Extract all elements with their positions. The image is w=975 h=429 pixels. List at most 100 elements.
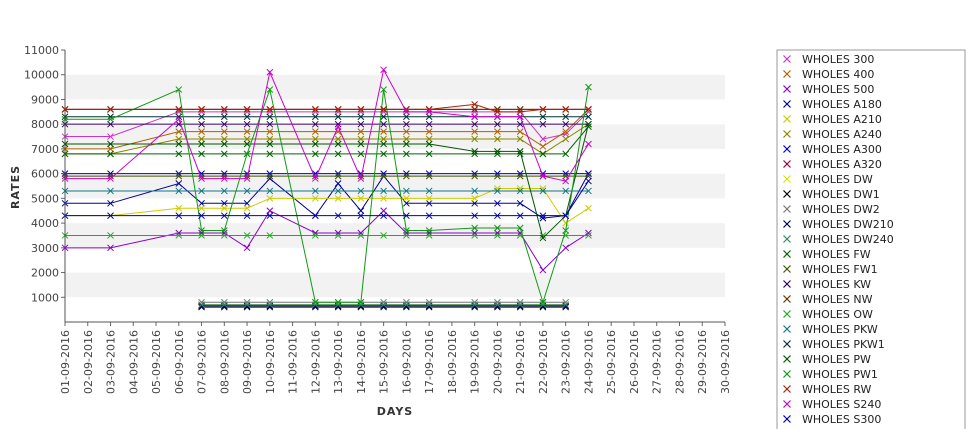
data-point [494, 148, 501, 155]
data-point-stroke [403, 140, 410, 148]
data-point [403, 187, 410, 195]
data-point-stroke [334, 298, 342, 306]
grid-band [65, 297, 725, 322]
data-point-stroke [243, 120, 251, 128]
data-point [585, 187, 592, 195]
series [61, 120, 592, 128]
data-point-stroke [357, 232, 365, 239]
data-point [471, 135, 479, 143]
data-point [266, 86, 274, 93]
series [61, 123, 592, 158]
legend-item: WHOLES DW1 [783, 188, 880, 201]
data-point-stroke [494, 128, 501, 135]
legend-label: WHOLES PKW [802, 323, 878, 336]
data-point-stroke [311, 113, 319, 121]
data-point [494, 135, 501, 143]
data-point-stroke [516, 199, 524, 207]
data-point-stroke [266, 150, 274, 158]
legend-label: WHOLES A180 [802, 98, 882, 111]
data-point [403, 172, 410, 180]
data-point [494, 301, 501, 309]
data-point-stroke [585, 113, 592, 121]
data-point-stroke [425, 212, 433, 220]
legend-item: WHOLES 400 [783, 68, 874, 81]
data-point-stroke [266, 113, 274, 121]
data-point-stroke [380, 232, 387, 239]
legend-item: WHOLES KW [783, 278, 871, 291]
x-tick-label: 13-09-2016 [332, 330, 345, 394]
data-point [562, 135, 570, 143]
legend-marker [783, 250, 791, 258]
data-point-stroke [107, 175, 114, 182]
data-point-stroke [266, 120, 274, 128]
legend-item: WHOLES PKW1 [783, 338, 885, 351]
data-point-stroke [425, 195, 433, 202]
data-point [198, 187, 205, 195]
data-point-stroke [334, 113, 342, 121]
data-point-stroke [471, 199, 479, 207]
data-point [266, 207, 274, 215]
data-point-stroke [471, 187, 479, 195]
data-point [334, 172, 342, 180]
data-point-stroke [198, 175, 205, 182]
data-point-stroke [175, 113, 183, 121]
legend-label: WHOLES OW [802, 308, 873, 321]
data-point [516, 108, 524, 116]
data-point-stroke [311, 195, 319, 202]
data-point [220, 150, 228, 158]
data-point-stroke [220, 227, 228, 234]
y-tick-label: 5000 [31, 192, 59, 205]
data-point [198, 105, 205, 113]
data-point-stroke [198, 204, 205, 212]
data-point-stroke [243, 244, 251, 252]
data-point-stroke [585, 187, 592, 195]
data-point-stroke [198, 232, 205, 239]
x-tick-label: 12-09-2016 [309, 330, 322, 394]
data-point-stroke [198, 113, 205, 121]
data-point-stroke [539, 187, 547, 195]
data-point [380, 135, 387, 143]
data-point [380, 232, 387, 239]
x-tick-label: 09-09-2016 [241, 330, 254, 394]
y-tick-label: 7000 [31, 143, 59, 156]
legend-marker [783, 295, 791, 303]
data-point [562, 177, 570, 185]
data-point-stroke [403, 172, 410, 180]
data-point-stroke [403, 301, 410, 309]
data-point-stroke [494, 108, 501, 116]
data-point-stroke [494, 148, 501, 155]
data-point-stroke [334, 123, 342, 131]
data-point [175, 105, 183, 113]
data-point [471, 199, 479, 207]
data-point-stroke [562, 303, 570, 311]
series [61, 105, 592, 153]
data-point [539, 187, 547, 195]
data-point [243, 175, 251, 182]
data-point-stroke [585, 83, 592, 91]
data-point-stroke [198, 172, 205, 180]
legend-label: WHOLES FW [802, 248, 871, 261]
data-point [357, 298, 365, 306]
data-point [471, 113, 479, 121]
data-point [198, 175, 205, 182]
data-point [425, 128, 433, 135]
data-point [539, 212, 547, 220]
data-point [494, 120, 501, 128]
legend-label: WHOLES S240 [802, 398, 881, 411]
data-point-stroke [539, 212, 547, 220]
data-point [198, 199, 205, 207]
data-point-stroke [562, 227, 570, 234]
data-point [516, 187, 524, 195]
data-point-stroke [539, 135, 547, 143]
x-tick-label: 15-09-2016 [378, 330, 391, 394]
data-point-stroke [311, 150, 319, 158]
legend-label: WHOLES S300 [802, 413, 881, 426]
data-point [220, 135, 228, 143]
data-point-stroke [516, 135, 524, 143]
y-axis-ticks: 1000 2000 3000 4000 5000 6000 7000 8000 9000 1000… [24, 44, 65, 304]
x-tick-label: 08-09-2016 [218, 330, 231, 394]
data-point [357, 105, 365, 113]
data-point-stroke [334, 172, 342, 180]
data-point-stroke [334, 212, 342, 220]
legend-item: WHOLES PW1 [783, 368, 878, 381]
